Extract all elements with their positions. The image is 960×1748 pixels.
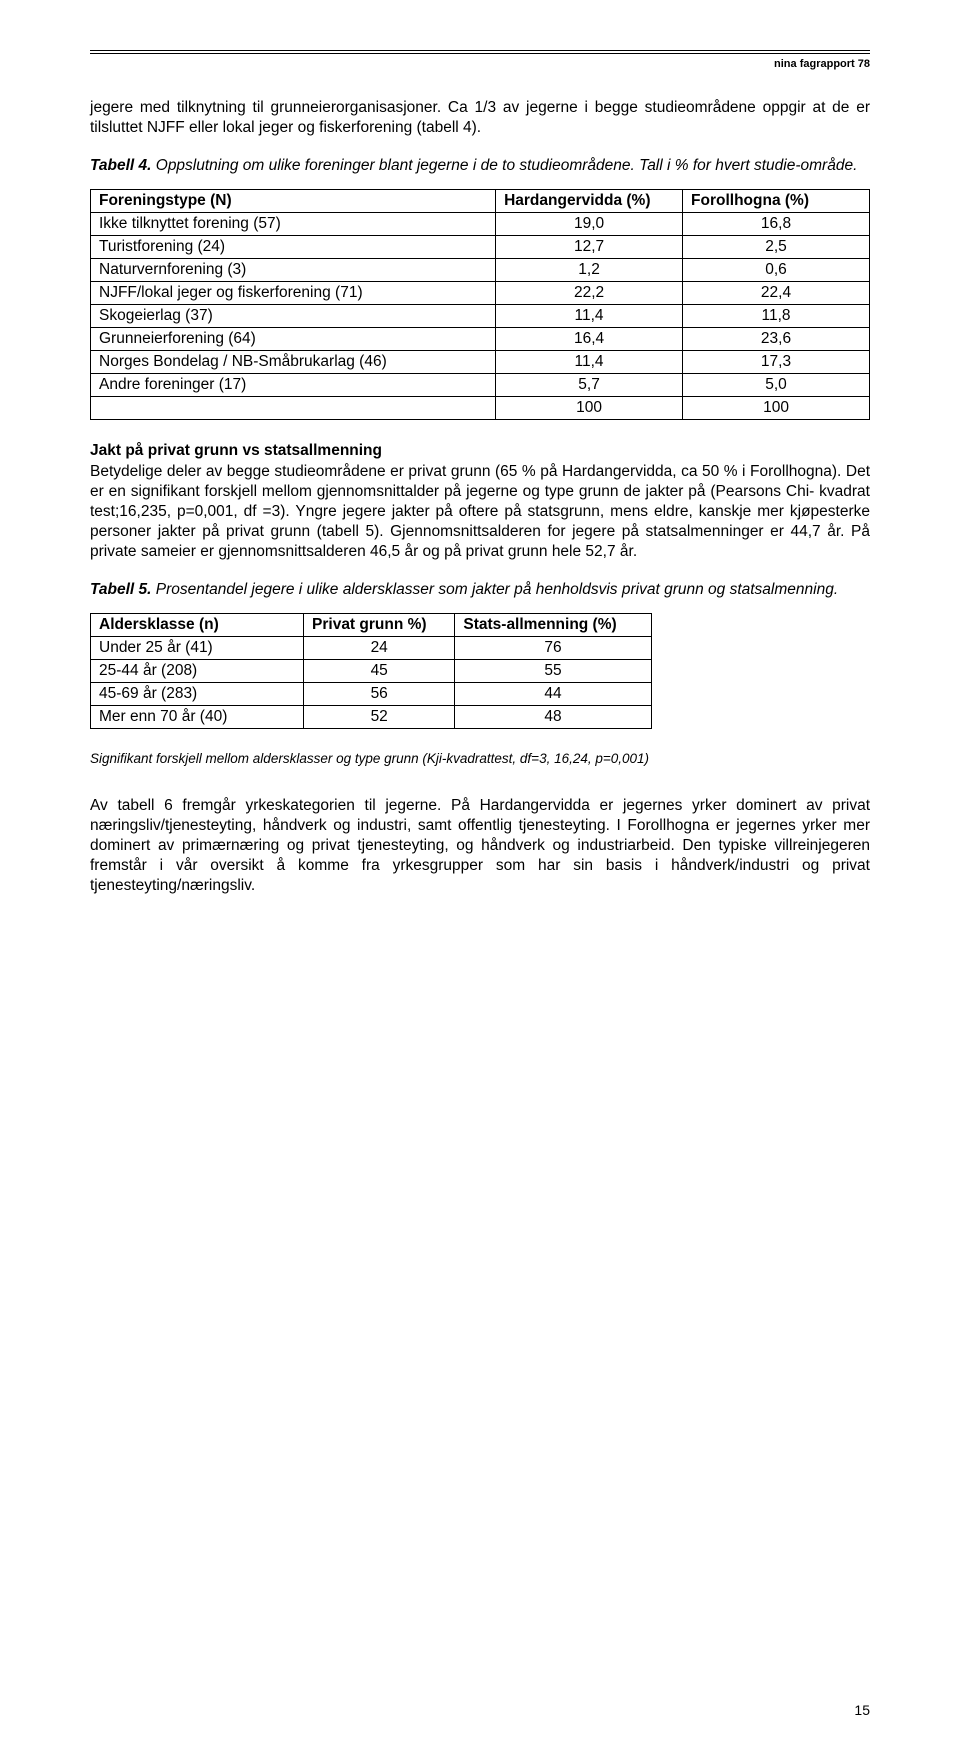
table-cell: 45 [304,660,455,683]
table-cell: NJFF/lokal jeger og fiskerforening (71) [91,282,496,305]
table-header-cell: Aldersklasse (n) [91,614,304,637]
table-row: Naturvernforening (3)1,20,6 [91,259,870,282]
table-5: Aldersklasse (n) Privat grunn %) Stats-a… [90,613,652,729]
table-cell: 0,6 [683,259,870,282]
table-cell: 11,4 [496,305,683,328]
table-cell: 19,0 [496,213,683,236]
table-row: Under 25 år (41)2476 [91,637,652,660]
table-cell: 16,8 [683,213,870,236]
table-cell: 100 [496,397,683,420]
table-cell: 16,4 [496,328,683,351]
table-4-caption: Tabell 4. Oppslutning om ulike foreninge… [90,156,870,176]
significance-note: Signifikant forskjell mellom aldersklass… [90,751,870,766]
table-cell: 55 [455,660,651,683]
table-5-caption-label: Tabell 5. [90,581,151,598]
table-row: NJFF/lokal jeger og fiskerforening (71)2… [91,282,870,305]
table-cell: 22,4 [683,282,870,305]
table-cell: Skogeierlag (37) [91,305,496,328]
table-row: Grunneierforening (64)16,423,6 [91,328,870,351]
table-cell: 11,4 [496,351,683,374]
table-header-cell: Forollhogna (%) [683,190,870,213]
header-divider [90,50,870,54]
table-cell: 5,7 [496,374,683,397]
table-cell: 11,8 [683,305,870,328]
section-heading: Jakt på privat grunn vs statsallmenning [90,442,870,460]
table-cell: 24 [304,637,455,660]
table-cell: 48 [455,706,651,729]
table-row: Andre foreninger (17)5,75,0 [91,374,870,397]
table-cell: 12,7 [496,236,683,259]
table-header-cell: Stats-allmenning (%) [455,614,651,637]
table-row: 25-44 år (208)4555 [91,660,652,683]
table-cell: Turistforening (24) [91,236,496,259]
table-5-caption-text: Prosentandel jegere i ulike aldersklasse… [151,581,838,598]
table-cell [91,397,496,420]
table-5-body: Under 25 år (41)247625-44 år (208)455545… [91,637,652,729]
table-row: 100100 [91,397,870,420]
table-header-cell: Foreningstype (N) [91,190,496,213]
table-cell: 45-69 år (283) [91,683,304,706]
table-cell: Under 25 år (41) [91,637,304,660]
table-4-caption-text: Oppslutning om ulike foreninger blant je… [151,157,857,174]
table-row: 45-69 år (283)5644 [91,683,652,706]
table-cell: 2,5 [683,236,870,259]
closing-paragraph: Av tabell 6 fremgår yrkeskategorien til … [90,796,870,895]
table-cell: 76 [455,637,651,660]
table-4-caption-label: Tabell 4. [90,157,151,174]
table-cell: 22,2 [496,282,683,305]
table-row: Ikke tilknyttet forening (57)19,016,8 [91,213,870,236]
table-cell: 56 [304,683,455,706]
table-cell: 44 [455,683,651,706]
table-row: Norges Bondelag / NB-Småbrukarlag (46)11… [91,351,870,374]
table-4-body: Ikke tilknyttet forening (57)19,016,8Tur… [91,213,870,420]
table-5-caption: Tabell 5. Prosentandel jegere i ulike al… [90,580,870,600]
table-cell: 52 [304,706,455,729]
table-row: Aldersklasse (n) Privat grunn %) Stats-a… [91,614,652,637]
table-cell: 23,6 [683,328,870,351]
table-cell: 1,2 [496,259,683,282]
table-row: Foreningstype (N) Hardangervidda (%) For… [91,190,870,213]
table-cell: Norges Bondelag / NB-Småbrukarlag (46) [91,351,496,374]
table-cell: Mer enn 70 år (40) [91,706,304,729]
table-row: Skogeierlag (37)11,411,8 [91,305,870,328]
table-header-cell: Privat grunn %) [304,614,455,637]
table-cell: 5,0 [683,374,870,397]
page-container: nina fagrapport 78 jegere med tilknytnin… [0,0,960,1748]
table-cell: 25-44 år (208) [91,660,304,683]
page-number: 15 [854,1702,870,1718]
table-header-cell: Hardangervidda (%) [496,190,683,213]
table-cell: Grunneierforening (64) [91,328,496,351]
table-row: Turistforening (24)12,72,5 [91,236,870,259]
table-cell: 17,3 [683,351,870,374]
header-label: nina fagrapport 78 [90,58,870,70]
table-cell: Ikke tilknyttet forening (57) [91,213,496,236]
table-4: Foreningstype (N) Hardangervidda (%) For… [90,189,870,420]
section-paragraph: Betydelige deler av begge studieområdene… [90,462,870,561]
intro-paragraph: jegere med tilknytning til grunneierorga… [90,98,870,138]
table-cell: Naturvernforening (3) [91,259,496,282]
table-row: Mer enn 70 år (40)5248 [91,706,652,729]
table-cell: Andre foreninger (17) [91,374,496,397]
table-cell: 100 [683,397,870,420]
